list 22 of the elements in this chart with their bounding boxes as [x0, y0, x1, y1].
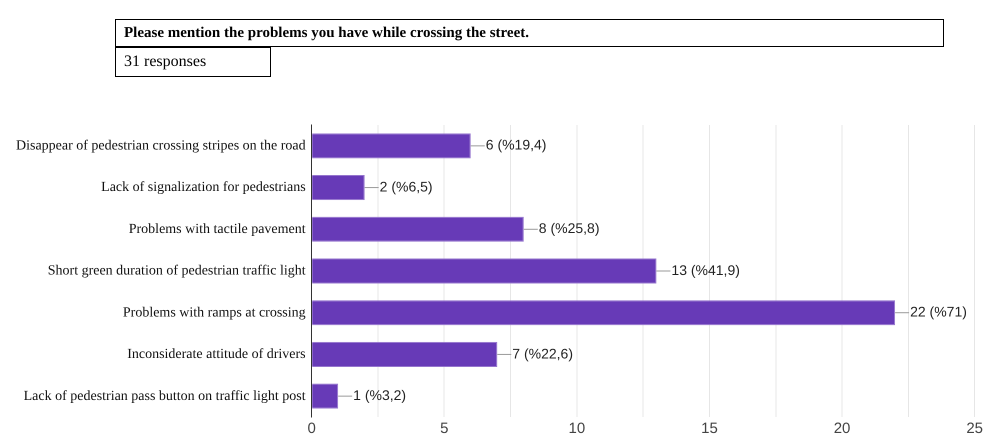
y-tick-label: Lack of signalization for pedestrians [101, 180, 306, 196]
x-tick-label: 25 [966, 420, 983, 438]
x-tick-label: 0 [307, 420, 316, 438]
x-tick-label: 20 [834, 420, 850, 438]
text: 31 responses [115, 47, 271, 77]
data-label: 2 (%6,5) [380, 178, 433, 194]
x-tick-label: 15 [701, 420, 718, 438]
y-tick-label: Lack of pedestrian pass button on traffic light post [24, 388, 306, 404]
y-tick-label: Problems with ramps at crossing [122, 305, 306, 320]
y-tick-label: Short green duration of pedestrian traffic light [48, 264, 306, 279]
y-tick-label: Disappear of pedestrian crossing stripes on the road [16, 138, 306, 154]
x-tick-label: 10 [568, 420, 586, 438]
data-label: 1 (%3,2) [353, 387, 406, 403]
data-label: 6 (%19,4) [486, 136, 546, 153]
y-tick-label: Problems with tactile pavement [128, 222, 306, 237]
data-label: 13 (%41,9) [671, 262, 740, 278]
data-label: 8 (%25,8) [538, 220, 600, 236]
x-tick-label: 5 [440, 420, 448, 438]
y-tick-label: Inconsiderate attitude of drivers [127, 347, 306, 362]
data-label: 7 (%22,6) [512, 345, 573, 362]
data-label: 22 (%71) [910, 304, 967, 320]
chart-title: Please mention the problems you have while crossing the street. [115, 19, 944, 47]
